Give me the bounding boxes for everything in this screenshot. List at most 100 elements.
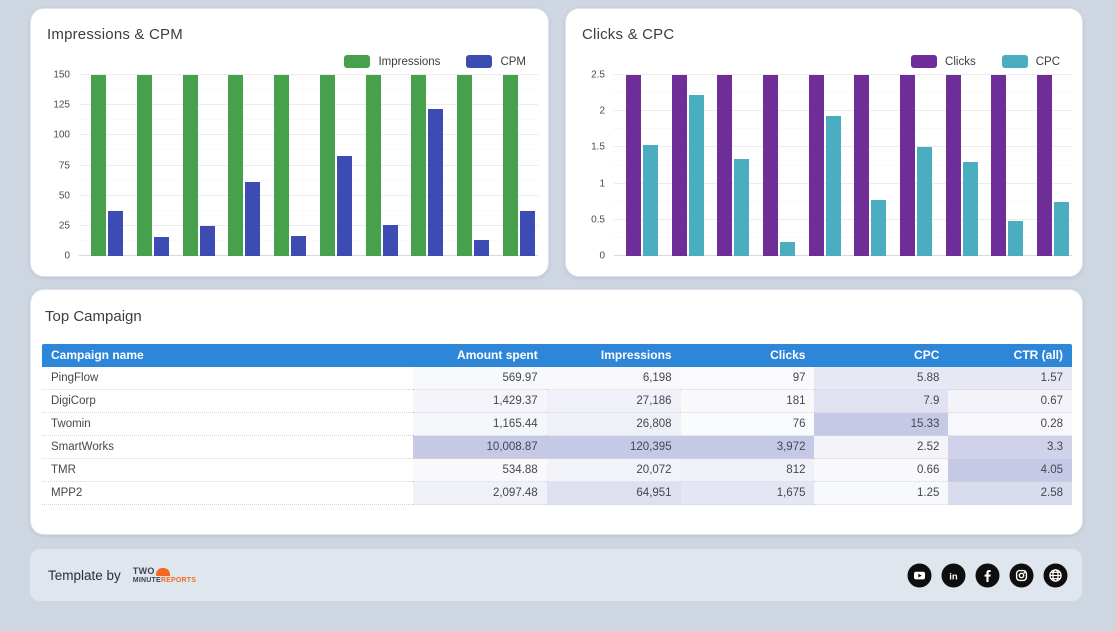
value-cell: 20,072 <box>547 459 681 482</box>
value-cell: 1.57 <box>948 367 1072 390</box>
bar-group <box>717 75 749 256</box>
legend-item-clicks: Clicks <box>911 55 976 68</box>
bar-group <box>946 75 978 256</box>
campaign-name-cell: PingFlow <box>42 367 413 390</box>
table-row: Twomin1,165.4426,8087615.330.28 <box>42 413 1072 436</box>
bar-group <box>274 75 306 256</box>
bar-group <box>991 75 1023 256</box>
cpc-bar <box>780 242 795 256</box>
column-header: CTR (all) <box>948 344 1072 367</box>
impressions-bar <box>457 75 472 256</box>
column-header: CPC <box>814 344 948 367</box>
legend-swatch-icon <box>466 55 492 68</box>
cpm-bar <box>200 226 215 256</box>
column-header: Campaign name <box>42 344 413 367</box>
y-tick-label: 25 <box>59 220 70 231</box>
column-header: Impressions <box>547 344 681 367</box>
legend-swatch-icon <box>1002 55 1028 68</box>
table-row: TMR534.8820,0728120.664.05 <box>42 459 1072 482</box>
value-cell: 6,198 <box>547 367 681 390</box>
cpc-bar <box>643 145 658 256</box>
impressions-bar <box>503 75 518 256</box>
cpc-bar <box>871 200 886 256</box>
cpc-bar <box>1008 221 1023 256</box>
cpm-bar <box>428 109 443 256</box>
logo-blob-icon <box>156 568 170 576</box>
value-cell: 15.33 <box>814 413 948 436</box>
bar-group <box>626 75 658 256</box>
value-cell: 2,097.48 <box>413 482 547 505</box>
value-cell: 3.3 <box>948 436 1072 459</box>
impressions-cpm-plot: 1501251007550250 <box>43 75 538 256</box>
bar-group <box>763 75 795 256</box>
chart-title-impressions-cpm: Impressions & CPM <box>47 26 183 43</box>
legend-item-cpc: CPC <box>1002 55 1060 68</box>
legend-item-impressions: Impressions <box>344 55 440 68</box>
value-cell: 27,186 <box>547 390 681 413</box>
bar-group <box>854 75 886 256</box>
value-cell: 76 <box>681 413 815 436</box>
y-tick-label: 0.5 <box>591 214 605 225</box>
cpm-bar <box>337 156 352 256</box>
instagram-icon[interactable] <box>1009 563 1034 588</box>
table-row: MPP22,097.4864,9511,6751.252.58 <box>42 482 1072 505</box>
value-cell: 0.66 <box>814 459 948 482</box>
dashboard-page: { "page": { "background": "#ced6e1" }, "… <box>0 0 1116 631</box>
legend-label: CPM <box>500 56 526 68</box>
value-cell: 26,808 <box>547 413 681 436</box>
facebook-icon[interactable] <box>975 563 1000 588</box>
chart-legend: Impressions CPM <box>344 55 526 68</box>
youtube-icon[interactable] <box>907 563 932 588</box>
logo-line2: MINUTEREPORTS <box>133 577 196 584</box>
clicks-bar <box>672 75 687 256</box>
impressions-bar <box>137 75 152 256</box>
value-cell: 97 <box>681 367 815 390</box>
table-header: Campaign nameAmount spentImpressionsClic… <box>42 344 1072 367</box>
logo-word-two: TWO <box>133 567 155 576</box>
y-tick-label: 100 <box>53 130 70 141</box>
clicks-bar <box>717 75 732 256</box>
y-tick-label: 1 <box>599 178 605 189</box>
value-cell: 1,675 <box>681 482 815 505</box>
legend-label: Impressions <box>378 56 440 68</box>
value-cell: 2.52 <box>814 436 948 459</box>
clicks-bar <box>809 75 824 256</box>
impressions-bar <box>91 75 106 256</box>
bar-group <box>228 75 260 256</box>
column-header: Amount spent <box>413 344 547 367</box>
y-tick-label: 2 <box>599 106 605 117</box>
logo-line1: TWO <box>133 567 196 576</box>
table-row: SmartWorks10,008.87120,3953,9722.523.3 <box>42 436 1072 459</box>
y-tick-label: 50 <box>59 190 70 201</box>
value-cell: 120,395 <box>547 436 681 459</box>
campaign-name-cell: DigiCorp <box>42 390 413 413</box>
bar-group <box>1037 75 1069 256</box>
legend-label: CPC <box>1036 56 1060 68</box>
legend-label: Clicks <box>945 56 976 68</box>
value-cell: 5.88 <box>814 367 948 390</box>
globe-icon[interactable] <box>1043 563 1068 588</box>
bar-group <box>137 75 169 256</box>
value-cell: 1.25 <box>814 482 948 505</box>
logo-word-minute: MINUTE <box>133 577 161 584</box>
chart-legend: Clicks CPC <box>911 55 1060 68</box>
y-axis-labels: 1501251007550250 <box>43 75 79 256</box>
clicks-bar <box>946 75 961 256</box>
clicks-bar <box>991 75 1006 256</box>
impressions-bar <box>366 75 381 256</box>
linkedin-icon[interactable]: in <box>941 563 966 588</box>
clicks-bar <box>763 75 778 256</box>
impressions-bar <box>183 75 198 256</box>
y-tick-label: 2.5 <box>591 70 605 81</box>
value-cell: 569.97 <box>413 367 547 390</box>
bar-group <box>411 75 443 256</box>
clicks-cpc-plot: 2.521.510.50 <box>578 75 1072 256</box>
value-cell: 64,951 <box>547 482 681 505</box>
social-icons-row: in <box>907 563 1068 588</box>
clicks-bar <box>1037 75 1052 256</box>
two-minute-reports-logo[interactable]: TWO MINUTEREPORTS <box>133 567 196 584</box>
y-tick-label: 1.5 <box>591 142 605 153</box>
cpm-bar <box>154 237 169 256</box>
value-cell: 1,165.44 <box>413 413 547 436</box>
value-cell: 3,972 <box>681 436 815 459</box>
